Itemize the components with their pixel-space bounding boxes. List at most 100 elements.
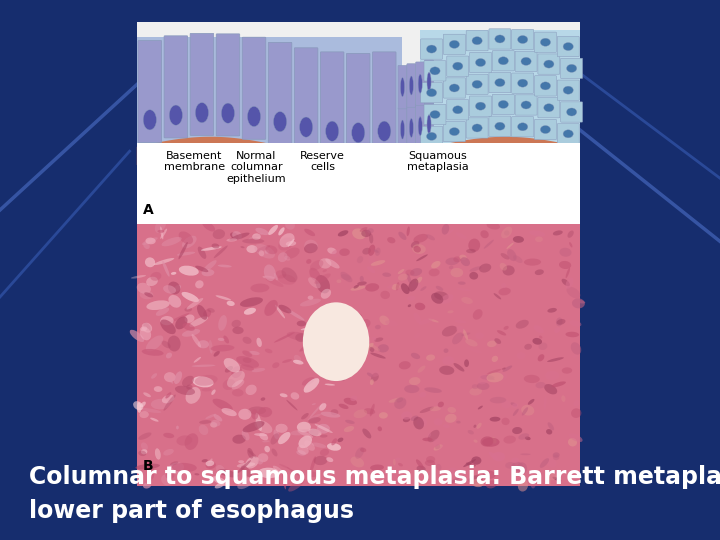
Ellipse shape <box>433 418 443 426</box>
Ellipse shape <box>480 436 493 447</box>
FancyBboxPatch shape <box>469 96 492 116</box>
Ellipse shape <box>408 279 418 292</box>
Ellipse shape <box>331 249 342 258</box>
Ellipse shape <box>206 461 215 466</box>
FancyBboxPatch shape <box>398 65 407 109</box>
Ellipse shape <box>135 464 160 469</box>
FancyBboxPatch shape <box>424 60 446 81</box>
Ellipse shape <box>222 408 237 416</box>
Ellipse shape <box>516 320 528 329</box>
Ellipse shape <box>469 475 483 484</box>
Ellipse shape <box>362 429 372 438</box>
Ellipse shape <box>215 483 224 489</box>
Bar <box>137 22 580 486</box>
FancyBboxPatch shape <box>489 29 511 49</box>
Ellipse shape <box>138 433 151 440</box>
Ellipse shape <box>212 420 220 427</box>
Ellipse shape <box>563 86 573 94</box>
Ellipse shape <box>433 444 443 450</box>
Ellipse shape <box>248 407 266 415</box>
Ellipse shape <box>164 372 176 382</box>
Ellipse shape <box>269 225 278 235</box>
Ellipse shape <box>307 414 322 420</box>
Ellipse shape <box>554 327 560 333</box>
Ellipse shape <box>189 316 208 327</box>
Ellipse shape <box>274 273 278 280</box>
Ellipse shape <box>315 273 330 284</box>
Ellipse shape <box>264 300 278 316</box>
Ellipse shape <box>263 276 275 279</box>
Ellipse shape <box>427 72 431 91</box>
Ellipse shape <box>297 430 313 438</box>
Ellipse shape <box>140 402 146 407</box>
Ellipse shape <box>456 232 467 239</box>
Ellipse shape <box>475 102 486 110</box>
Ellipse shape <box>210 422 217 428</box>
Ellipse shape <box>179 242 188 259</box>
Ellipse shape <box>389 397 404 403</box>
Ellipse shape <box>544 384 557 394</box>
Ellipse shape <box>278 432 290 444</box>
Ellipse shape <box>495 78 505 86</box>
Ellipse shape <box>379 412 388 418</box>
Ellipse shape <box>567 231 574 238</box>
Ellipse shape <box>501 400 510 409</box>
Ellipse shape <box>225 366 233 373</box>
Ellipse shape <box>175 386 195 395</box>
Ellipse shape <box>331 438 337 445</box>
Ellipse shape <box>456 288 471 291</box>
Ellipse shape <box>354 409 367 418</box>
Ellipse shape <box>513 236 524 243</box>
Ellipse shape <box>377 121 391 141</box>
Ellipse shape <box>559 261 571 269</box>
Ellipse shape <box>497 330 506 335</box>
Ellipse shape <box>567 108 577 116</box>
Ellipse shape <box>271 449 277 456</box>
Ellipse shape <box>170 461 179 465</box>
Ellipse shape <box>351 456 364 468</box>
Ellipse shape <box>143 482 151 489</box>
Ellipse shape <box>285 220 295 230</box>
Ellipse shape <box>280 393 287 397</box>
Ellipse shape <box>364 408 375 414</box>
FancyBboxPatch shape <box>444 34 465 55</box>
Ellipse shape <box>274 112 287 132</box>
Ellipse shape <box>150 272 161 281</box>
Ellipse shape <box>240 364 254 370</box>
Ellipse shape <box>174 372 182 384</box>
Ellipse shape <box>161 341 171 348</box>
Ellipse shape <box>518 433 529 440</box>
Ellipse shape <box>479 264 491 273</box>
Ellipse shape <box>237 460 251 473</box>
Ellipse shape <box>297 321 306 326</box>
Ellipse shape <box>447 407 456 413</box>
Ellipse shape <box>307 295 313 300</box>
Ellipse shape <box>474 440 477 443</box>
Ellipse shape <box>266 278 284 287</box>
Ellipse shape <box>425 460 435 466</box>
FancyBboxPatch shape <box>489 116 511 137</box>
Ellipse shape <box>407 226 410 236</box>
Ellipse shape <box>264 446 270 453</box>
FancyBboxPatch shape <box>489 72 511 93</box>
Ellipse shape <box>426 132 437 140</box>
Ellipse shape <box>284 247 300 259</box>
Ellipse shape <box>473 309 482 320</box>
FancyBboxPatch shape <box>425 60 433 104</box>
FancyBboxPatch shape <box>538 54 560 74</box>
Ellipse shape <box>469 272 478 280</box>
Ellipse shape <box>430 67 440 75</box>
Ellipse shape <box>436 286 444 291</box>
Ellipse shape <box>546 473 557 481</box>
Ellipse shape <box>472 80 482 89</box>
Ellipse shape <box>290 429 313 435</box>
Ellipse shape <box>518 480 528 491</box>
Ellipse shape <box>143 393 151 397</box>
Ellipse shape <box>232 389 243 396</box>
Ellipse shape <box>387 237 395 244</box>
Ellipse shape <box>146 335 163 352</box>
Ellipse shape <box>186 384 192 390</box>
Ellipse shape <box>557 319 565 325</box>
Ellipse shape <box>205 461 216 469</box>
Ellipse shape <box>302 377 315 386</box>
